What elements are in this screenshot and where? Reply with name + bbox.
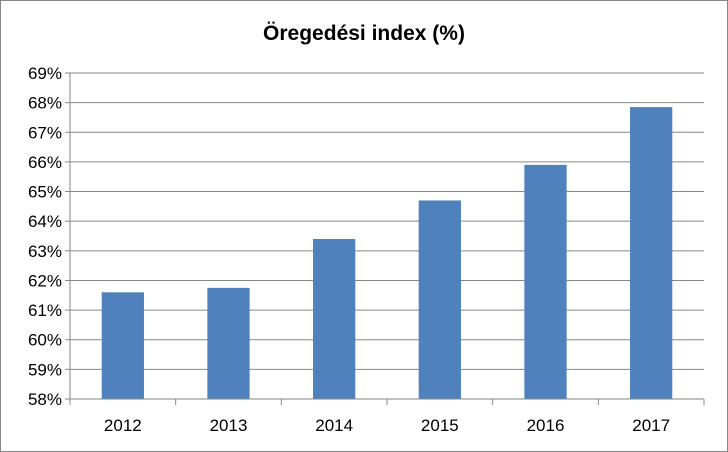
y-tick-label: 67% xyxy=(28,123,62,142)
y-tick-labels: 58% 59% 60% 61% 62% 63% 64% 65% 66% 67% 68% 69% xyxy=(28,64,62,409)
x-tick-label: 2015 xyxy=(421,416,459,435)
y-tick-label: 62% xyxy=(28,271,62,290)
x-tick-label: 2016 xyxy=(527,416,565,435)
y-tick-label: 61% xyxy=(28,301,62,320)
y-tick-label: 63% xyxy=(28,242,62,261)
y-tick-label: 64% xyxy=(28,212,62,231)
chart-title: Öregedési index (%) xyxy=(263,22,465,45)
bar-2016 xyxy=(524,164,567,399)
y-tick-label: 65% xyxy=(28,183,62,202)
y-tick-label: 69% xyxy=(28,64,62,83)
gridlines xyxy=(70,72,704,370)
y-tick-label: 68% xyxy=(28,94,62,113)
bar-2017 xyxy=(630,107,673,399)
y-tick-label: 66% xyxy=(28,153,62,172)
x-tick-label: 2012 xyxy=(104,416,142,435)
y-tick-label: 59% xyxy=(28,360,62,379)
y-tick-label: 60% xyxy=(28,331,62,350)
x-tick-label: 2014 xyxy=(315,416,353,435)
bars xyxy=(101,107,673,399)
x-tick-label: 2013 xyxy=(210,416,248,435)
axes xyxy=(65,72,705,405)
x-tick-label: 2017 xyxy=(632,416,670,435)
y-tick-label: 58% xyxy=(28,390,62,409)
x-tick-labels: 2012 2013 2014 2015 2016 2017 xyxy=(104,416,670,435)
bar-2014 xyxy=(313,238,356,399)
bar-2015 xyxy=(418,200,461,399)
bar-2013 xyxy=(207,287,250,399)
bar-2012 xyxy=(101,292,144,399)
